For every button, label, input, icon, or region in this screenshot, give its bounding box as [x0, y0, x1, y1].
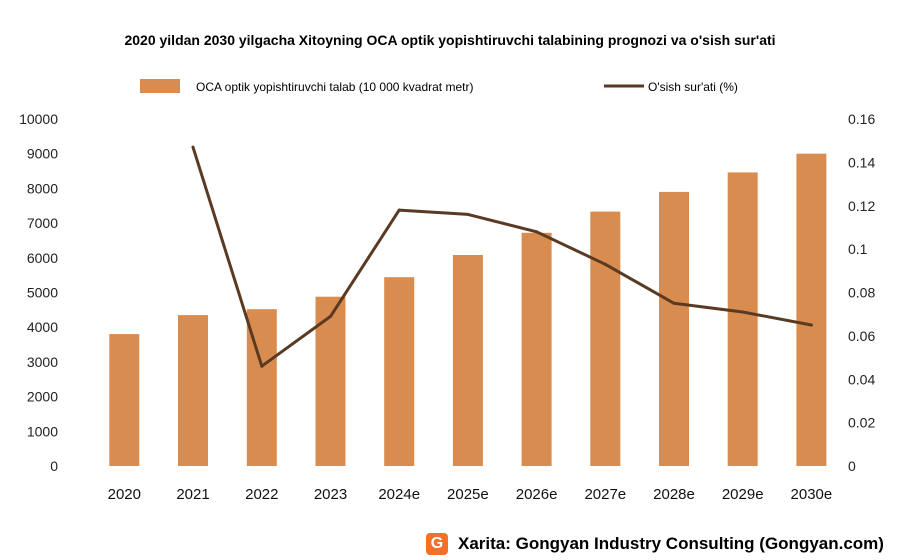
- line-point: [397, 208, 401, 212]
- gongyan-logo-icon: G: [426, 533, 448, 555]
- chart-title: 2020 yildan 2030 yilgacha Xitoyning OCA …: [124, 32, 776, 48]
- left-tick-label: 6000: [27, 250, 58, 266]
- right-tick-label: 0.16: [848, 111, 875, 127]
- x-tick-label: 2020: [108, 486, 141, 503]
- left-tick-label: 10000: [19, 111, 58, 127]
- x-tick-label: 2021: [176, 486, 209, 503]
- left-tick-label: 2000: [27, 389, 58, 405]
- bar: [590, 211, 621, 466]
- line-point: [535, 230, 539, 234]
- x-tick-label: 2029e: [722, 486, 764, 503]
- right-tick-label: 0.06: [848, 328, 875, 344]
- line-point: [466, 212, 470, 216]
- right-tick-label: 0.02: [848, 415, 875, 431]
- source-note: G Xarita: Gongyan Industry Consulting (G…: [426, 530, 884, 558]
- x-tick-label: 2026e: [516, 486, 558, 503]
- x-tick-label: 2030e: [791, 486, 833, 503]
- left-tick-label: 9000: [27, 146, 58, 162]
- combo-chart: OCA optik yopishtiruvchi talab (10 000 k…: [19, 79, 875, 503]
- line-point: [741, 310, 745, 314]
- source-text: Xarita: Gongyan Industry Consulting (Gon…: [458, 534, 884, 553]
- bar: [796, 153, 827, 466]
- left-tick-label: 8000: [27, 180, 58, 196]
- bar-series: [109, 153, 827, 466]
- left-axis-ticks: 0 1000 2000 3000 4000 5000 6000 7000 8000 9000 100…: [19, 111, 58, 474]
- line-point: [603, 262, 607, 266]
- line-series: [191, 145, 813, 368]
- bar: [109, 334, 140, 466]
- x-tick-label: 2022: [245, 486, 278, 503]
- legend-swatch-bar: [140, 79, 180, 93]
- left-tick-label: 4000: [27, 319, 58, 335]
- left-tick-label: 5000: [27, 285, 58, 301]
- legend-label-line: O'sish sur'ati (%): [648, 80, 738, 94]
- x-axis-ticks: 2020 2021 2022 2023 2024e 2025e 2026e 2027e 2028…: [108, 486, 833, 503]
- line-point: [191, 145, 195, 149]
- right-tick-label: 0: [848, 458, 856, 474]
- right-tick-label: 0.04: [848, 371, 875, 387]
- bar: [521, 232, 552, 466]
- line-point: [672, 301, 676, 305]
- bar: [659, 191, 689, 466]
- bar: [178, 315, 208, 466]
- left-tick-label: 0: [50, 458, 58, 474]
- line-point: [260, 364, 264, 368]
- legend-label-bar: OCA optik yopishtiruvchi talab (10 000 k…: [196, 80, 473, 94]
- x-tick-label: 2023: [314, 486, 347, 503]
- right-tick-label: 0.14: [848, 154, 875, 170]
- x-tick-label: 2028e: [653, 486, 695, 503]
- right-tick-label: 0.12: [848, 198, 875, 214]
- x-tick-label: 2025e: [447, 486, 489, 503]
- right-axis-ticks: 0 0.02 0.04 0.06 0.08 0.1 0.12 0.14 0.16: [848, 111, 875, 474]
- bar: [452, 255, 483, 466]
- bar: [384, 277, 415, 466]
- left-tick-label: 1000: [27, 423, 58, 439]
- left-tick-label: 7000: [27, 215, 58, 231]
- right-tick-label: 0.1: [848, 241, 868, 257]
- x-tick-label: 2024e: [378, 486, 420, 503]
- right-tick-label: 0.08: [848, 285, 875, 301]
- bar: [315, 296, 346, 466]
- growth-rate-line: [191, 145, 813, 368]
- line-point: [329, 314, 332, 318]
- left-tick-label: 3000: [27, 354, 58, 370]
- x-tick-label: 2027e: [584, 486, 626, 503]
- bar: [727, 172, 758, 466]
- legend: OCA optik yopishtiruvchi talab (10 000 k…: [140, 79, 738, 94]
- line-point: [809, 323, 813, 327]
